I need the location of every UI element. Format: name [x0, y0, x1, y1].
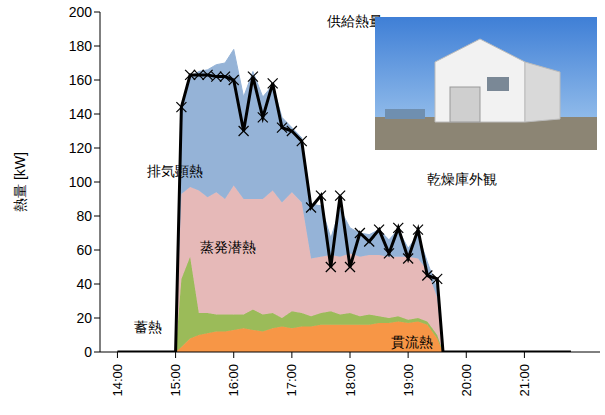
svg-text:120: 120: [69, 140, 93, 156]
svg-text:20:00: 20:00: [459, 364, 474, 397]
svg-text:16:00: 16:00: [226, 364, 241, 397]
svg-text:20: 20: [76, 310, 92, 326]
svg-text:0: 0: [84, 344, 92, 360]
html-text:蒸発潜熱: 蒸発潜熱: [200, 239, 256, 255]
svg-text:15:00: 15:00: [168, 364, 183, 397]
svg-text:14:00: 14:00: [110, 364, 125, 397]
html-text:蓄熱: 蓄熱: [134, 319, 162, 335]
svg-text:160: 160: [69, 72, 93, 88]
html-text:排気顕熱: 排気顕熱: [147, 163, 203, 179]
svg-text:140: 140: [69, 106, 93, 122]
svg-text:80: 80: [76, 208, 92, 224]
svg-text:40: 40: [76, 276, 92, 292]
html-text:供給熱量: 供給熱量: [327, 13, 383, 29]
svg-text:60: 60: [76, 242, 92, 258]
svg-text:熱量 [kW]: 熱量 [kW]: [12, 152, 28, 212]
svg-text:200: 200: [69, 4, 93, 20]
svg-text:18:00: 18:00: [343, 364, 358, 397]
svg-text:180: 180: [69, 38, 93, 54]
svg-text:21:00: 21:00: [517, 364, 532, 397]
svg-text:17:00: 17:00: [284, 364, 299, 397]
svg-text:19:00: 19:00: [401, 364, 416, 397]
html-text:乾燥庫外観: 乾燥庫外観: [427, 171, 497, 187]
svg-text:100: 100: [69, 174, 93, 190]
html-text:貫流熱: 貫流熱: [391, 334, 433, 350]
